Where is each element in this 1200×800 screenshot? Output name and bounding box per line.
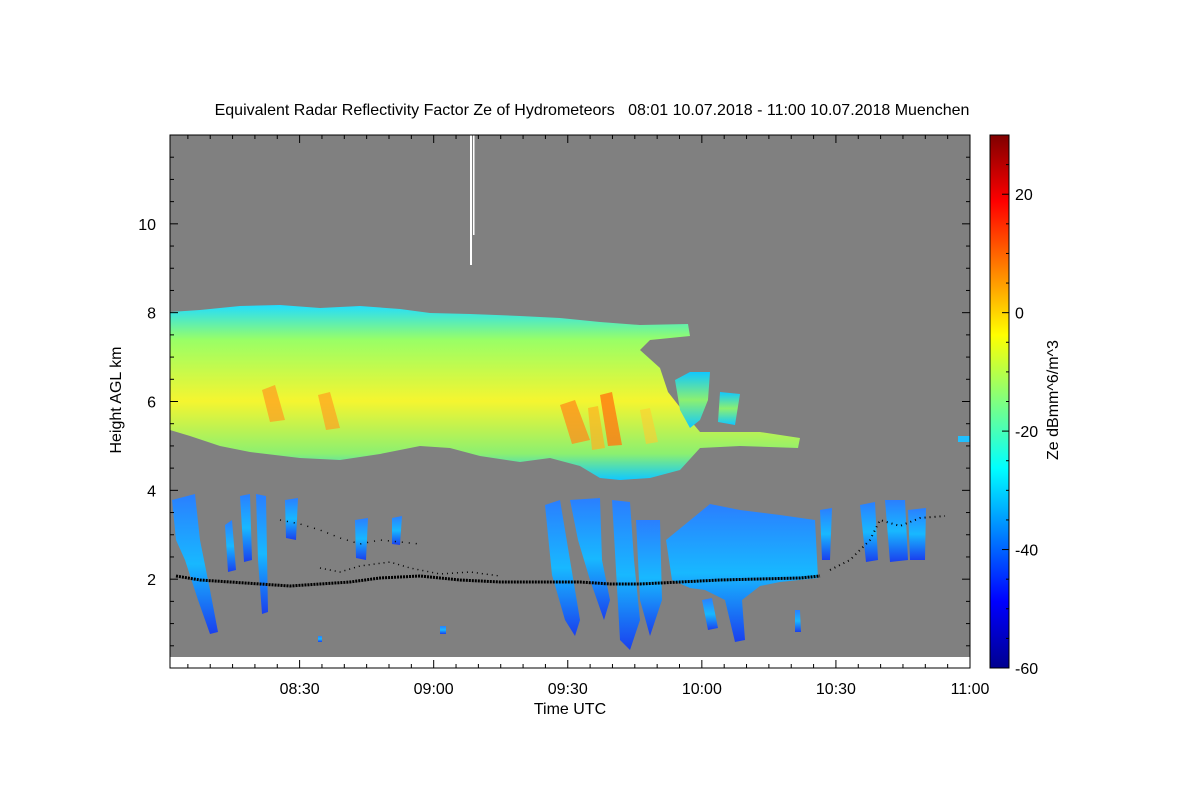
colorbar-tick-label: 20 xyxy=(1015,187,1033,204)
plot-area xyxy=(169,134,971,669)
cloud-base-height xyxy=(175,515,946,588)
colorbar-tick-label: -40 xyxy=(1015,543,1038,560)
y-tick-label: 4 xyxy=(147,483,156,500)
x-tick-label: 08:30 xyxy=(280,681,320,698)
y-tick-label: 10 xyxy=(138,217,156,234)
x-tick-label: 09:00 xyxy=(414,681,454,698)
x-axis: 08:30 09:00 09:30 10:00 10:30 11:00 xyxy=(187,135,990,698)
y-axis-label: Height AGL km xyxy=(108,346,125,453)
y-tick-label: 8 xyxy=(147,306,156,323)
colorbar-label: Ze dBmm^6/m^3 xyxy=(1045,340,1062,460)
y-axis: 2 4 6 8 10 xyxy=(138,156,970,647)
colorbar-tick-label: -20 xyxy=(1015,424,1038,441)
missing-data-streak xyxy=(473,135,475,235)
colorbar-tick-label: 0 xyxy=(1015,306,1024,323)
x-tick-label: 09:30 xyxy=(548,681,588,698)
y-tick-label: 2 xyxy=(147,572,156,589)
upper-cloud-layer xyxy=(170,305,970,480)
x-tick-label: 11:00 xyxy=(951,681,990,698)
no-data-strip xyxy=(170,657,970,668)
chart-title: Equivalent Radar Reflectivity Factor Ze … xyxy=(215,102,970,119)
x-axis-label: Time UTC xyxy=(534,701,606,718)
missing-data-streak xyxy=(470,135,472,265)
x-tick-label: 10:30 xyxy=(816,681,856,698)
x-tick-label: 10:00 xyxy=(682,681,722,698)
colorbar-tick-label: -60 xyxy=(1015,661,1038,678)
y-tick-label: 6 xyxy=(147,395,156,412)
lower-cloud-layer xyxy=(172,494,926,650)
colorbar: 20 0 -20 -40 -60 Ze dBmm^6/m^3 xyxy=(989,134,1062,678)
colorbar-ticks: 20 0 -20 -40 -60 xyxy=(1002,164,1038,678)
